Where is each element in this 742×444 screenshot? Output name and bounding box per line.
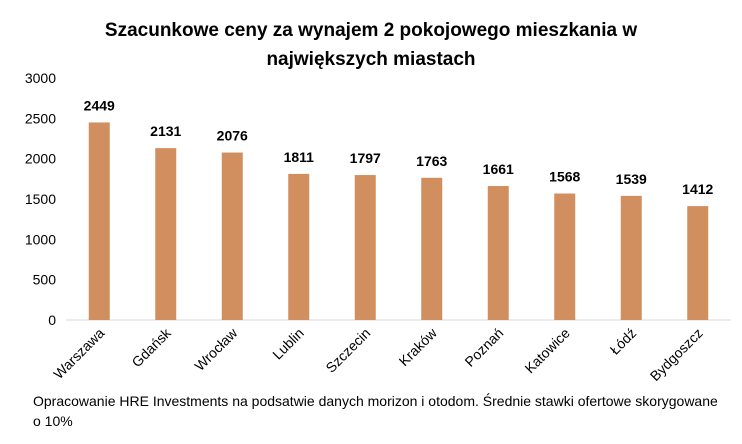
chart-title: Szacunkowe ceny za wynajem 2 pokojowego … (0, 16, 742, 74)
data-label: 1763 (416, 153, 447, 169)
y-tick-label: 3000 (25, 70, 56, 86)
bar (421, 177, 443, 320)
x-tick-label: Kraków (396, 324, 441, 369)
x-axis: Warszawa Gdańsk Wrocław Lublin Szczecin Krakó… (50, 319, 731, 384)
x-tick-label: Lublin (269, 325, 307, 363)
bar (288, 173, 310, 320)
data-label: 1797 (350, 150, 381, 166)
x-tick-label: Poznań (461, 325, 506, 370)
bars (88, 122, 709, 321)
bar (88, 122, 110, 321)
bar (620, 195, 642, 320)
data-label: 1568 (549, 169, 580, 185)
x-tick-label: Łódź (607, 325, 640, 358)
y-tick-label: 500 (33, 272, 57, 288)
bar (687, 206, 709, 320)
x-tick-label: Bydgoszcz (647, 325, 706, 384)
bar (155, 148, 177, 320)
chart-title-line-1: Szacunkowe ceny za wynajem 2 pokojowego … (104, 20, 638, 41)
x-tick-label: Szczecin (322, 325, 373, 376)
bar (221, 152, 243, 320)
x-tick-label: Warszawa (50, 325, 107, 382)
data-label: 2076 (217, 128, 248, 144)
x-tick-label: Gdańsk (128, 324, 174, 370)
data-label: 1412 (682, 181, 713, 197)
y-tick-label: 0 (48, 312, 56, 328)
y-tick-label: 2500 (25, 110, 56, 126)
y-tick-label: 1500 (25, 191, 56, 207)
data-label: 1539 (616, 171, 647, 187)
x-tick-label: Katowice (521, 325, 573, 377)
x-tick-label: Wrocław (191, 324, 241, 374)
y-axis: 0 500 1000 1500 2000 2500 3000 (25, 70, 56, 328)
bar (554, 193, 576, 320)
data-label: 1661 (483, 161, 514, 177)
data-labels: 2449 2131 2076 1811 1797 1763 1661 1568 1539 1412 (84, 97, 714, 197)
y-tick-label: 1000 (25, 231, 56, 247)
data-label: 1811 (284, 149, 315, 165)
chart-title-line-2: największych miastach (266, 49, 476, 70)
data-label: 2449 (84, 97, 115, 113)
bar (354, 175, 376, 320)
footnote: Opracowanie HRE Investments na podsatwie… (33, 393, 718, 429)
bar (487, 186, 509, 320)
y-tick-label: 2000 (25, 151, 56, 167)
data-label: 2131 (150, 123, 181, 139)
